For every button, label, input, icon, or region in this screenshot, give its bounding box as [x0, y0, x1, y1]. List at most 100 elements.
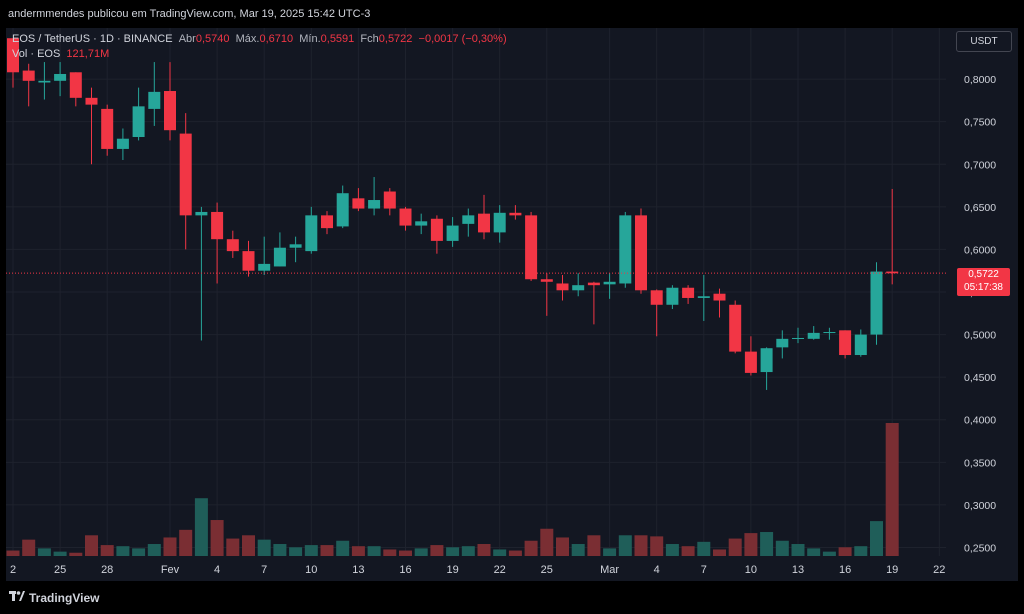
volume-bar	[6, 550, 20, 556]
volume-value: 121,71M	[66, 48, 110, 60]
close-label: Fch	[360, 33, 379, 45]
volume-bar	[760, 532, 774, 556]
volume-bar	[681, 546, 695, 556]
y-tick-label: 0,3000	[964, 500, 996, 512]
candle-body	[399, 208, 412, 226]
bar-countdown: 05:17:38	[964, 282, 1003, 293]
x-tick-label: 22	[494, 564, 506, 576]
volume-bar	[665, 544, 679, 556]
volume-bar	[367, 546, 381, 556]
x-tick-label: 13	[352, 564, 364, 576]
tradingview-logo-icon	[9, 591, 25, 601]
volume-bar	[571, 544, 585, 556]
candle-body	[870, 271, 883, 335]
candle-body	[352, 198, 365, 209]
footer-brand[interactable]: TradingView	[29, 591, 100, 605]
volume-bar	[713, 549, 726, 556]
x-tick-label: 2	[10, 564, 16, 576]
currency-button[interactable]: USDT	[956, 31, 1012, 52]
candle-body	[305, 215, 318, 252]
y-tick-label: 0,4000	[964, 415, 996, 427]
volume-bar	[85, 535, 98, 556]
volume-bar	[100, 545, 114, 556]
candle-body	[682, 287, 695, 298]
volume-bar	[838, 547, 852, 556]
candle-body	[886, 271, 899, 274]
volume-bar	[22, 539, 36, 556]
volume-bar	[53, 551, 67, 556]
symbol-line[interactable]: EOS / TetherUS · 1D · BINANCE	[12, 33, 173, 45]
change-value: −0,0017 (−0,30%)	[418, 33, 507, 45]
volume-bar	[242, 535, 255, 556]
candle-body	[760, 348, 773, 373]
candle-body	[415, 221, 428, 226]
candle-body	[148, 91, 161, 109]
candle-body	[776, 338, 789, 348]
chart-legend: EOS / TetherUS · 1D · BINANCE Abr0,5740 …	[12, 32, 507, 62]
publisher-text: andermmendes publicou em TradingView.com…	[8, 8, 371, 20]
candle-body	[493, 212, 506, 233]
y-tick-label: 0,5000	[964, 330, 996, 342]
candle-body	[164, 91, 176, 131]
candle-body	[713, 293, 726, 301]
candle-body	[242, 251, 255, 271]
last-price-tag: 0,5722 05:17:38	[957, 268, 1010, 296]
high-value: 0,6710	[259, 33, 294, 45]
candle-body	[179, 133, 192, 216]
y-tick-label: 0,2500	[964, 542, 996, 554]
volume-row: Vol · EOS 121,71M	[12, 47, 507, 62]
candle-body	[69, 72, 82, 98]
candle-body	[650, 290, 663, 305]
volume-label[interactable]: Vol · EOS	[12, 48, 61, 60]
volume-bar	[540, 528, 554, 556]
volume-bar	[524, 540, 538, 556]
volume-bar	[744, 533, 758, 556]
candle-body	[666, 287, 679, 305]
volume-bar	[822, 551, 836, 556]
volume-bar	[179, 529, 193, 556]
candle-body	[336, 193, 349, 227]
volume-bar	[37, 548, 51, 556]
volume-bar	[446, 547, 460, 556]
x-tick-label: 22	[933, 564, 945, 576]
x-tick-label: 19	[446, 564, 458, 576]
candle-body	[226, 239, 239, 252]
volume-bar	[728, 538, 742, 556]
volume-bar	[854, 546, 868, 556]
candle-body	[7, 38, 19, 73]
candle-body	[446, 225, 459, 241]
candle-body	[85, 97, 98, 105]
x-tick-label: Mar	[600, 564, 619, 576]
volume-bar	[257, 539, 271, 556]
candle-body	[116, 138, 129, 149]
x-tick-label: 16	[839, 564, 851, 576]
candle-body	[697, 296, 710, 298]
volume-bar	[461, 546, 475, 556]
volume-bar	[69, 552, 83, 556]
open-value: 0,5740	[195, 33, 230, 45]
x-tick-label: 25	[54, 564, 66, 576]
x-tick-label: 10	[305, 564, 317, 576]
candle-body	[792, 337, 804, 339]
chart-frame[interactable]: 0,80000,75000,70000,65000,60000,55000,50…	[6, 28, 1018, 581]
x-tick-label: 7	[261, 564, 267, 576]
x-tick-label: Fev	[161, 564, 180, 576]
volume-bar	[383, 549, 397, 556]
x-tick-label: 7	[701, 564, 707, 576]
volume-bar	[634, 535, 648, 556]
volume-bar	[587, 535, 601, 556]
ohlc-row: EOS / TetherUS · 1D · BINANCE Abr0,5740 …	[12, 32, 507, 47]
x-tick-label: 28	[101, 564, 113, 576]
volume-bar	[508, 550, 522, 556]
y-tick-label: 0,6000	[964, 244, 996, 256]
volume-bar	[273, 544, 287, 556]
y-tick-label: 0,6500	[964, 202, 996, 214]
volume-bar	[147, 544, 161, 556]
volume-bar	[775, 540, 789, 556]
candle-body	[101, 108, 114, 149]
close-value: 0,5722	[378, 33, 413, 45]
x-tick-label: 25	[541, 564, 553, 576]
price-chart[interactable]: 0,80000,75000,70000,65000,60000,55000,50…	[6, 28, 1018, 581]
candle-body	[854, 334, 867, 356]
volume-bar	[556, 537, 569, 556]
